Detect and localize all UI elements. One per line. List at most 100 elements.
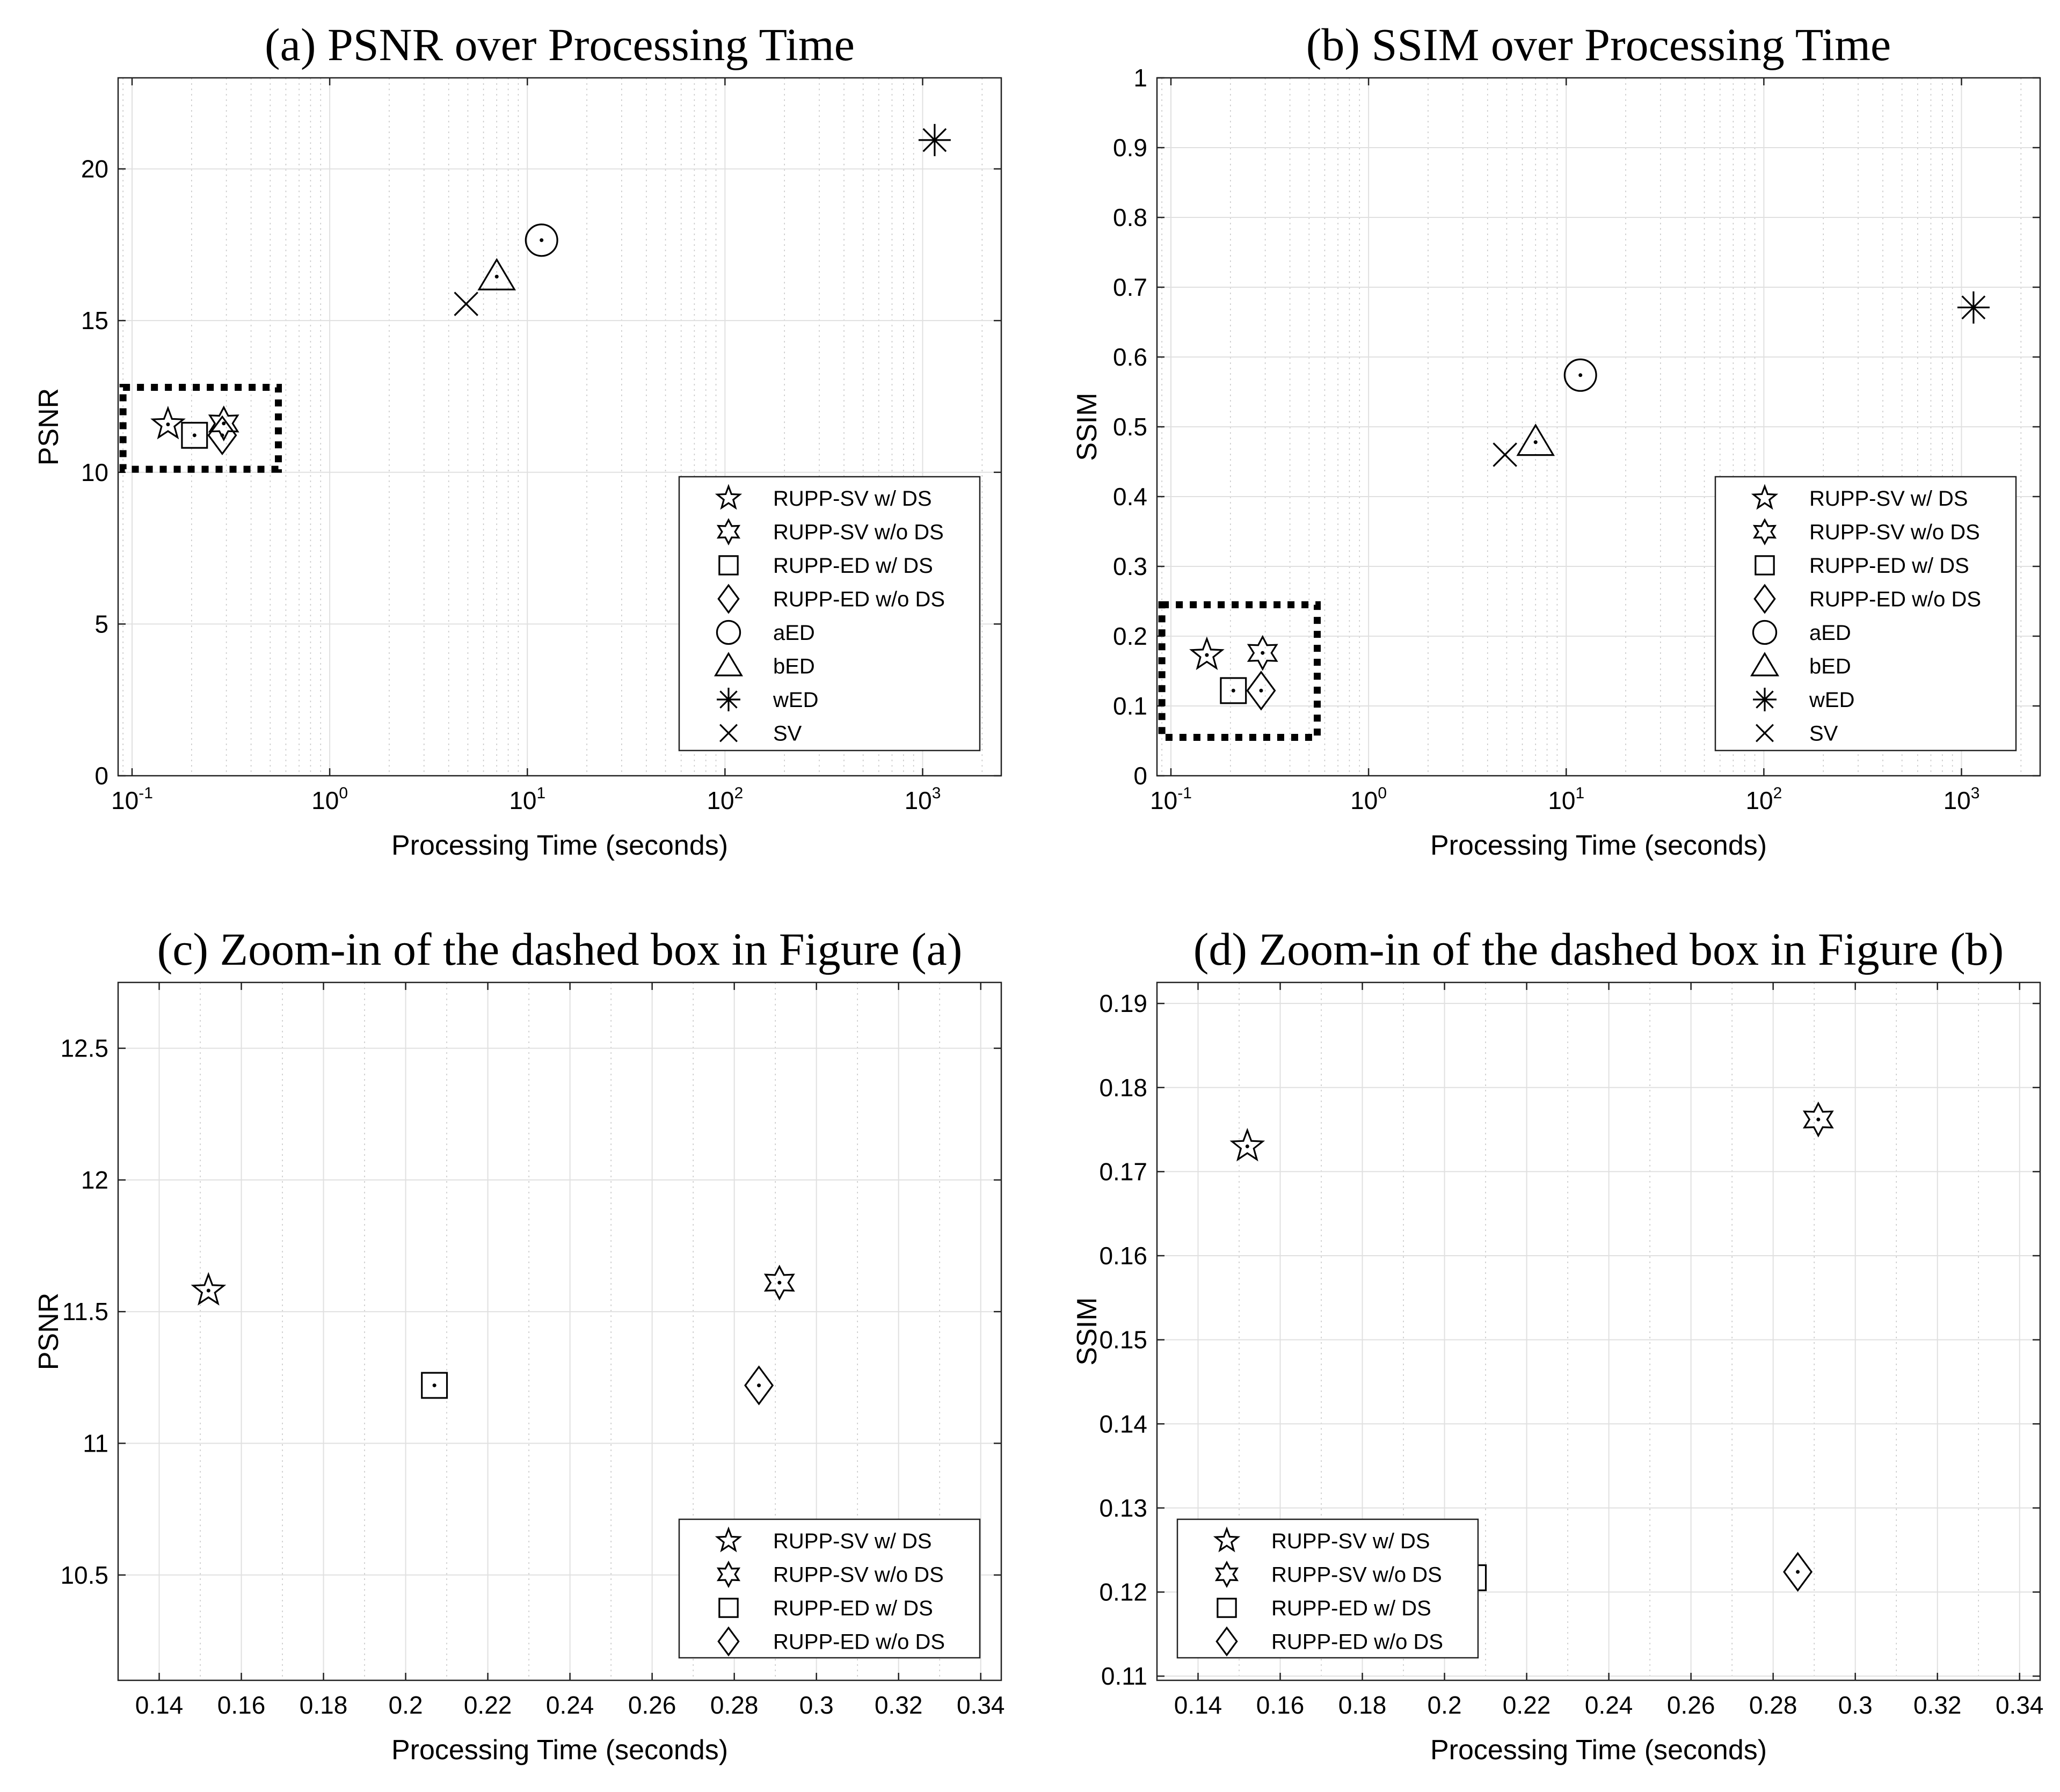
marker-star5 <box>1229 1127 1265 1162</box>
y-tick-label: 0.1 <box>1113 692 1147 720</box>
legend-label: bED <box>773 655 815 679</box>
marker-diamond <box>1246 671 1276 711</box>
legend-item: RUPP-ED w/ DS <box>718 1597 933 1620</box>
x-tick-label: 103 <box>1943 784 1980 814</box>
legend-item: RUPP-ED w/o DS <box>717 1626 945 1657</box>
legend-marker-square <box>718 1598 739 1618</box>
y-tick-label: 0.3 <box>1113 552 1147 580</box>
data-point <box>744 1365 774 1405</box>
x-tick-label: 0.28 <box>1749 1691 1797 1719</box>
x-tick-label: 0.16 <box>217 1691 266 1719</box>
legend-box <box>1714 476 2017 752</box>
legend: RUPP-SV w/ DS RUPP-SV w/o DS RUPP-ED w/ DS… <box>678 476 981 752</box>
legend-item: SV <box>719 722 802 746</box>
legend-item: RUPP-ED w/o DS <box>1753 584 1981 614</box>
legend-item: RUPP-SV w/ DS <box>1751 484 1968 511</box>
legend-item: wED <box>1753 688 1854 712</box>
legend-item: RUPP-ED w/o DS <box>1215 1626 1443 1657</box>
x-tick-label: 0.34 <box>957 1691 1005 1719</box>
legend-marker-square <box>1217 1598 1237 1618</box>
legend-marker-star6 <box>1752 518 1777 545</box>
x-tick-label: 100 <box>311 784 348 814</box>
legend-label: RUPP-ED w/ DS <box>773 554 933 578</box>
marker-diamond <box>207 415 237 456</box>
y-tick-label: 0.6 <box>1113 343 1147 371</box>
x-tick-label: 101 <box>509 784 545 814</box>
legend-item: aED <box>1752 620 1851 645</box>
data-point <box>207 415 237 456</box>
legend-label: SV <box>773 722 802 746</box>
legend-marker-square <box>718 555 739 576</box>
legend-marker-circle <box>1752 620 1778 645</box>
legend-marker-star5 <box>715 1526 743 1553</box>
legend-box <box>678 1518 981 1659</box>
marker-center-dot <box>1533 440 1538 445</box>
x-tick-label: 100 <box>1350 784 1387 814</box>
marker-center-dot <box>1261 651 1265 655</box>
data-point <box>1189 636 1225 671</box>
legend-label: wED <box>1809 688 1854 712</box>
x-tick-label: 0.28 <box>710 1691 759 1719</box>
y-tick-label: 10.5 <box>60 1561 108 1589</box>
data-point <box>1229 1127 1265 1162</box>
x-tick-label: 10-1 <box>111 784 153 814</box>
data-point <box>1802 1101 1834 1138</box>
marker-star5 <box>150 405 186 440</box>
y-tick-label: 12.5 <box>60 1035 108 1062</box>
legend-marker-diamond <box>717 1626 740 1657</box>
chart-title: (c) Zoom-in of the dashed box in Figure … <box>157 923 963 975</box>
y-tick-label: 0.4 <box>1113 483 1147 511</box>
y-tick-label: 0.5 <box>1113 413 1147 441</box>
legend-box <box>1176 1518 1479 1659</box>
marker-star5 <box>191 1272 227 1306</box>
marker-asterisk <box>918 123 951 156</box>
marker-center-dot <box>1231 688 1235 693</box>
legend-item: RUPP-SV w/ DS <box>715 1526 932 1553</box>
legend-marker-cross <box>719 724 738 742</box>
y-tick-label: 0.9 <box>1113 134 1147 162</box>
y-tick-label: 10 <box>81 458 108 486</box>
legend-item: RUPP-SV w/o DS <box>1752 518 1980 545</box>
legend-label: bED <box>1809 655 1851 679</box>
marker-star5 <box>1189 636 1225 671</box>
y-tick-label: 0.15 <box>1099 1326 1147 1354</box>
legend-item: SV <box>1756 722 1838 746</box>
y-tick-label: 0.17 <box>1099 1157 1147 1185</box>
marker-center-dot <box>432 1383 436 1388</box>
data-point <box>191 1272 227 1306</box>
legend-label: RUPP-SV w/o DS <box>1271 1563 1442 1587</box>
y-tick-label: 0.14 <box>1099 1410 1147 1438</box>
x-tick-label: 0.14 <box>1174 1691 1222 1719</box>
legend-item: RUPP-ED w/ DS <box>718 554 933 578</box>
marker-center-dot <box>1245 1144 1249 1148</box>
marker-center-dot <box>192 433 196 438</box>
plot-frame <box>117 981 1002 1681</box>
plot-frame <box>117 77 1002 777</box>
marker-star6 <box>208 405 239 442</box>
data-point <box>454 292 478 316</box>
y-tick-label: 0.16 <box>1099 1242 1147 1270</box>
marker-diamond <box>744 1365 774 1405</box>
chart-title: (a) PSNR over Processing Time <box>265 19 855 70</box>
legend-item: RUPP-SV w/o DS <box>1214 1561 1442 1588</box>
x-tick-label: 102 <box>1745 784 1782 814</box>
y-tick-label: 0.13 <box>1099 1494 1147 1522</box>
x-tick-label: 0.26 <box>1667 1691 1715 1719</box>
legend-marker-diamond <box>717 584 740 614</box>
legend-marker-cross <box>1756 724 1774 742</box>
legend-item: RUPP-ED w/ DS <box>1755 554 1969 578</box>
marker-star6 <box>763 1264 795 1301</box>
legend-marker-square <box>1755 555 1775 576</box>
legend-label: aED <box>773 621 815 645</box>
data-point <box>1563 358 1597 392</box>
legend-item: RUPP-SV w/ DS <box>715 484 932 511</box>
legend-item: RUPP-SV w/o DS <box>716 1561 944 1588</box>
x-tick-label: 0.16 <box>1256 1691 1305 1719</box>
data-point <box>1246 671 1276 711</box>
dashed-highlight-box <box>1158 601 1321 741</box>
legend-marker-star6 <box>1214 1561 1239 1588</box>
chart-panel-3: 0.14 0.16 0.18 0.2 0.22 0.24 0.26 0.28 0.3 0.32 0.… <box>33 923 1005 1766</box>
legend-label: aED <box>1809 621 1851 645</box>
legend-label: RUPP-ED w/ DS <box>1271 1597 1431 1620</box>
marker-triangle <box>1516 423 1555 456</box>
